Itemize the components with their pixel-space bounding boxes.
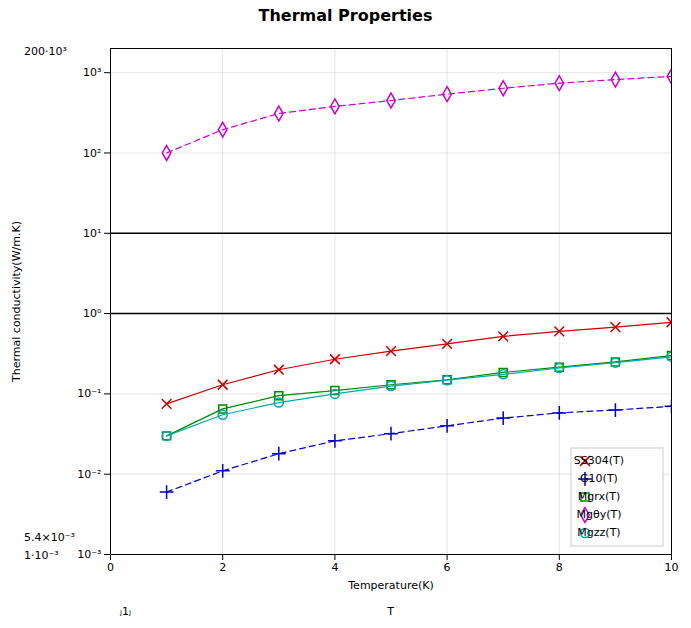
- svg-text:ⱼ1ⱼ: ⱼ1ⱼ: [119, 605, 131, 618]
- svg-text:10²: 10²: [83, 146, 101, 159]
- svg-text:10⁰: 10⁰: [83, 307, 102, 320]
- svg-text:10: 10: [665, 561, 679, 574]
- html-text:Thermal Properties: Thermal Properties: [258, 6, 433, 25]
- svg-text:1⋅10⁻³: 1⋅10⁻³: [24, 549, 59, 562]
- svg-text:6: 6: [444, 561, 451, 574]
- svg-text:10⁻¹: 10⁻¹: [77, 387, 101, 400]
- svg-text:10¹: 10¹: [83, 227, 101, 240]
- svg-text:10³: 10³: [83, 66, 101, 79]
- svg-text:0: 0: [107, 561, 114, 574]
- svg-text:2: 2: [219, 561, 226, 574]
- svg-text:8: 8: [556, 561, 563, 574]
- svg-text:Mgrx(T): Mgrx(T): [578, 490, 621, 503]
- svg-text:5.4×10⁻³: 5.4×10⁻³: [24, 531, 75, 544]
- svg-text:T: T: [386, 605, 394, 618]
- svg-text:Mgθy(T): Mgθy(T): [576, 508, 621, 521]
- svg-text:200⋅10³: 200⋅10³: [24, 45, 67, 58]
- svg-text:4: 4: [331, 561, 338, 574]
- svg-text:Mgzz(T): Mgzz(T): [577, 526, 620, 539]
- svg-text:10⁻³: 10⁻³: [77, 548, 101, 561]
- svg-text:SS304(T): SS304(T): [574, 454, 624, 467]
- svg-text:Thermal conductivity(W/m.K): Thermal conductivity(W/m.K): [10, 221, 23, 383]
- svg-text:Temperature(K): Temperature(K): [347, 579, 433, 592]
- svg-text:G10(T): G10(T): [580, 472, 618, 485]
- svg-text:10⁻²: 10⁻²: [77, 468, 101, 481]
